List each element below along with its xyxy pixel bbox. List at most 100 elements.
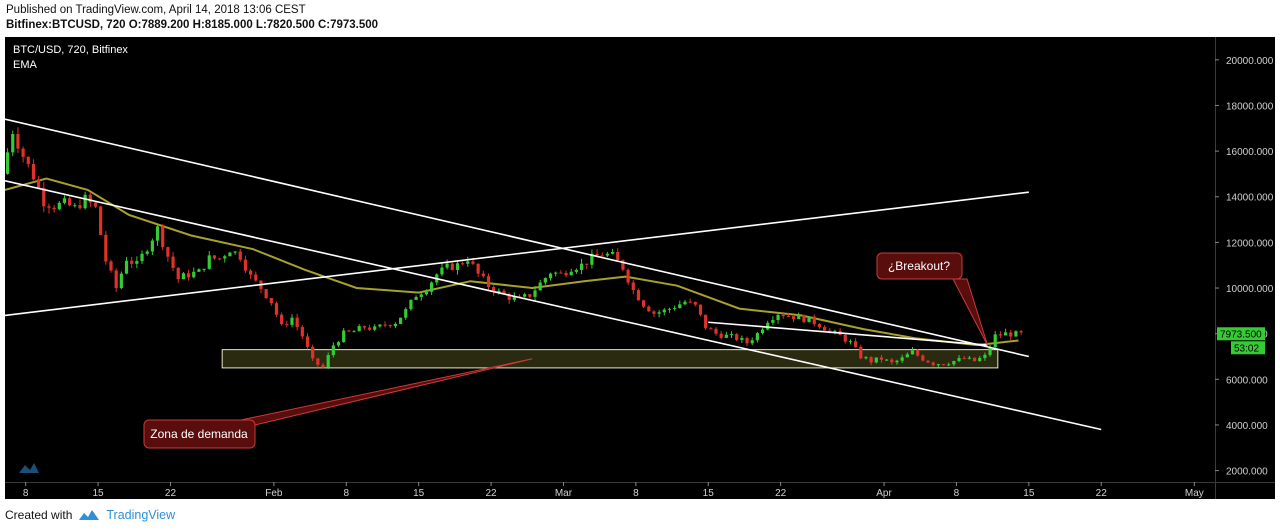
candle-body: [197, 269, 201, 272]
candle-body: [492, 287, 496, 293]
ema-line: [4, 177, 1019, 347]
candle-body: [202, 268, 206, 270]
candle-body: [497, 290, 501, 293]
candle-body: [305, 336, 310, 347]
candle-body: [316, 358, 320, 365]
time-tick-label: Apr: [876, 488, 892, 499]
candle-body: [486, 276, 491, 288]
last-price-tag: [1217, 327, 1265, 341]
candle-body: [155, 226, 160, 241]
candle-body: [579, 263, 584, 270]
candle-body: [538, 282, 542, 291]
candle-body: [807, 316, 811, 323]
candle-body: [941, 364, 946, 366]
candle-body: [735, 334, 739, 340]
candle-body: [223, 256, 227, 259]
candle-body: [233, 251, 237, 253]
candle-body: [362, 326, 366, 328]
candle-body: [450, 263, 454, 270]
price-tick-label: 6000.000: [1226, 375, 1268, 386]
candle-body: [786, 316, 790, 318]
candle-body: [171, 256, 175, 268]
price-tick-label: 14000.000: [1226, 193, 1274, 204]
chart-panel[interactable]: 2000.0004000.0006000.0008000.00010000.00…: [4, 37, 1275, 499]
candle-body: [724, 334, 728, 338]
candle-body: [47, 206, 51, 208]
candle-body: [445, 263, 449, 268]
candle-body: [31, 164, 36, 180]
candle-body: [605, 253, 610, 256]
price-chart[interactable]: 2000.0004000.0006000.0008000.00010000.00…: [4, 37, 1275, 499]
legend-symbol: BTC/USD, 720, Bitfinex: [13, 44, 128, 56]
candle-body: [11, 134, 15, 153]
candle-body: [828, 330, 832, 332]
candle-body: [559, 272, 563, 274]
tradingview-logo-icon: [79, 510, 100, 520]
breakout-callout[interactable]: [876, 252, 963, 280]
candle-body: [822, 327, 827, 331]
candle-body: [238, 251, 242, 260]
candle-body: [885, 359, 889, 361]
trendlines-layer[interactable]: [4, 118, 1102, 431]
demand-callout[interactable]: [143, 419, 256, 449]
candle-body: [548, 273, 553, 279]
candle-body: [931, 362, 935, 366]
candle-body: [21, 148, 25, 157]
candle-body: [186, 273, 191, 278]
time-tick-label: 15: [703, 488, 715, 499]
candle-body: [750, 340, 754, 344]
candle-body: [455, 263, 460, 270]
footer: Created with TradingView: [5, 508, 175, 522]
candle-body: [37, 179, 41, 189]
annotations-layer[interactable]: ¿Breakout? Zona de demanda BTC/USD, 720,…: [13, 44, 1265, 473]
watermark-logo: [19, 463, 39, 473]
candle-body: [745, 338, 749, 344]
candle-body: [797, 315, 801, 320]
candle-body: [254, 274, 258, 281]
candle-body: [890, 359, 894, 363]
candle-body: [502, 290, 506, 295]
candle-body: [321, 364, 325, 368]
candle-body: [817, 324, 822, 328]
countdown-value: 53:02: [1234, 343, 1259, 354]
candle-body: [93, 202, 98, 207]
footer-brand[interactable]: TradingView: [106, 508, 176, 522]
candle-body: [693, 301, 697, 305]
candle-body: [905, 354, 909, 358]
trendline: [4, 191, 1029, 317]
time-tick-label: 15: [413, 488, 425, 499]
candle-body: [952, 360, 956, 365]
candle-body: [62, 198, 67, 203]
candle-body: [249, 270, 253, 275]
candle-body: [430, 282, 434, 292]
candle-body: [528, 294, 532, 297]
candle-body: [295, 317, 299, 328]
candle-body: [667, 308, 672, 310]
candle-body: [936, 364, 940, 366]
candle-body: [88, 194, 92, 203]
ema-layer: [4, 177, 1019, 347]
candle-body: [879, 357, 884, 360]
candle-body: [947, 364, 951, 366]
legend-indicator: EMA: [13, 59, 38, 71]
candle-body: [926, 360, 930, 363]
candle-body: [507, 294, 511, 300]
candle-body: [636, 290, 641, 301]
candle-body: [471, 261, 475, 264]
candle-body: [357, 326, 361, 332]
ohlc-values: O:7889.200 H:8185.000 L:7820.500 C:7973.…: [128, 19, 379, 31]
candle-body: [373, 326, 377, 330]
candle-body: [709, 328, 713, 330]
candle-body: [217, 258, 222, 260]
candle-body: [176, 267, 180, 280]
candle-body: [585, 263, 589, 265]
candle-body: [16, 134, 20, 149]
candle-body: [657, 312, 661, 314]
candle-body: [83, 194, 87, 209]
candle-body: [274, 303, 279, 315]
time-axis[interactable]: 8 15 22 Feb 8 15 22 Mar 8 15 22 Apr 8 15 22 May: [5, 482, 1275, 499]
candle-body: [476, 263, 480, 274]
time-tick-label: 8: [23, 488, 29, 499]
time-tick-label: Mar: [555, 488, 573, 499]
candle-body: [652, 311, 656, 314]
